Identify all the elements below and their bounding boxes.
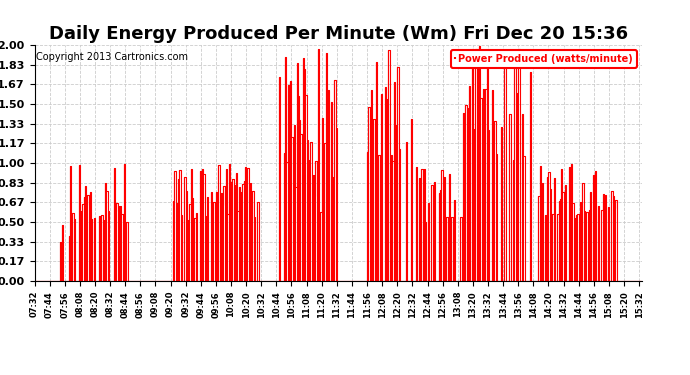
Legend: Power Produced (watts/minute): Power Produced (watts/minute) [451,50,637,68]
Text: Copyright 2013 Cartronics.com: Copyright 2013 Cartronics.com [36,52,188,62]
Title: Daily Energy Produced Per Minute (Wm) Fri Dec 20 15:36: Daily Energy Produced Per Minute (Wm) Fr… [48,26,628,44]
